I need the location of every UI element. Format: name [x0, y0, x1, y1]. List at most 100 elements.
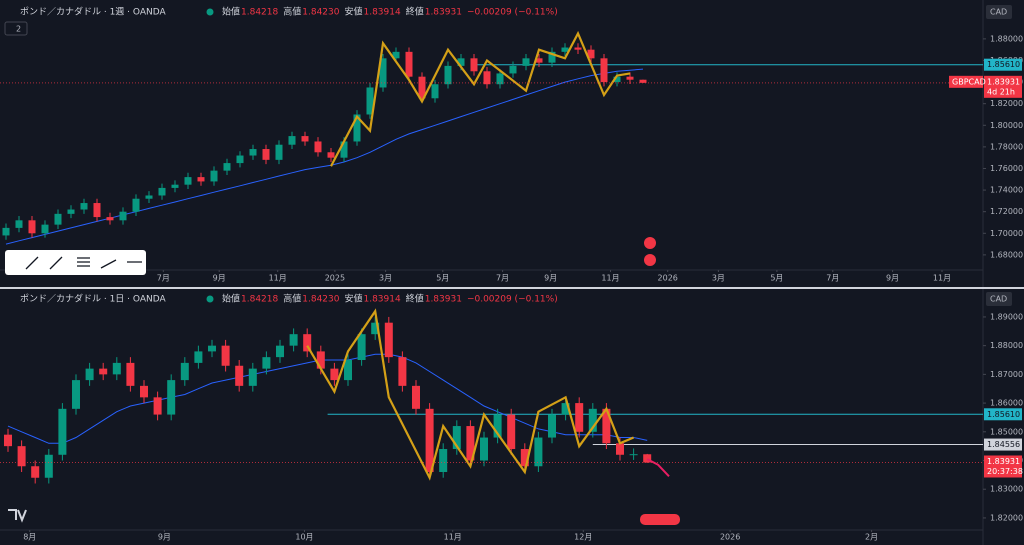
- x-tick-label: 5月: [770, 274, 783, 283]
- x-tick-label: 9月: [544, 274, 557, 283]
- candle-body: [398, 357, 407, 386]
- y-tick-label: 1.78000: [990, 142, 1023, 151]
- toolbar-icons[interactable]: [25, 256, 142, 270]
- y-tick-label: 1.74000: [990, 186, 1023, 195]
- candle-body: [316, 351, 325, 369]
- pane-title: ポンド／カナダドル · 1週 · OANDA: [20, 6, 166, 18]
- last-price-label: 1.83931: [987, 457, 1020, 466]
- candle-body: [520, 449, 529, 467]
- indicator-toggle[interactable]: [4, 21, 28, 36]
- ohlc-value: 1.84218: [241, 8, 278, 18]
- ohlc-label: 終値: [406, 293, 424, 305]
- candle-body: [452, 426, 461, 450]
- candle-body: [41, 224, 49, 234]
- candle-body: [85, 368, 94, 381]
- candle-body: [180, 362, 189, 381]
- ohlc-value: 1.84218: [241, 295, 278, 305]
- x-tick-label: 7月: [826, 274, 839, 283]
- symbol-box: [949, 75, 983, 88]
- price-label: 1.84556: [987, 440, 1020, 449]
- symbol: GBPCAD: [952, 77, 986, 86]
- candle-body: [379, 58, 387, 88]
- ohlc-label: 高値: [283, 293, 301, 305]
- candle-body: [112, 362, 121, 375]
- y-tick-label: 1.72000: [990, 207, 1023, 216]
- event-icon[interactable]: [644, 254, 656, 266]
- candle-body: [140, 385, 148, 398]
- currency-box: [986, 5, 1012, 19]
- event-icons-row[interactable]: [640, 514, 680, 525]
- candle-body: [194, 351, 203, 363]
- ohlc-label: 終値: [406, 6, 424, 18]
- candle-body: [643, 454, 652, 463]
- candle-body: [236, 155, 244, 164]
- candle-body: [405, 51, 413, 77]
- event-icons: [640, 237, 680, 525]
- y-tick-label: 1.88000: [990, 34, 1023, 43]
- currency-box: [986, 292, 1012, 306]
- candle-body: [4, 434, 12, 447]
- candle-body: [561, 403, 570, 415]
- candle-body: [509, 65, 517, 74]
- candle-body: [15, 220, 23, 228]
- candle-body: [171, 184, 179, 188]
- countdown: 20:37:38: [987, 467, 1023, 476]
- pane: ポンド／カナダドル · 1週 · OANDA 始値 1.84218 高値 1.84230…: [0, 5, 1023, 283]
- candle-body: [493, 414, 502, 438]
- candle-body: [330, 368, 339, 381]
- x-tick-label: 11月: [601, 274, 619, 283]
- candle-body: [223, 163, 231, 171]
- candle-body: [574, 47, 582, 50]
- candle-body: [235, 365, 244, 386]
- candle-body: [275, 144, 283, 160]
- candle-body: [262, 357, 271, 369]
- candle-body: [534, 437, 543, 467]
- candle-body: [93, 203, 101, 218]
- candle-body: [439, 449, 448, 472]
- candle-body: [480, 437, 488, 461]
- toolbar-bg: [5, 250, 146, 275]
- candle-body: [418, 76, 426, 99]
- event-icon[interactable]: [644, 237, 656, 249]
- candle-body: [248, 368, 257, 386]
- candle-body: [444, 65, 452, 85]
- price-label-box: [984, 438, 1022, 451]
- currency: CAD: [990, 8, 1007, 17]
- candle-body: [303, 334, 312, 352]
- x-tick-label: 9月: [158, 533, 171, 542]
- candle-body: [340, 141, 348, 158]
- candle-body: [384, 322, 393, 358]
- candle-body: [67, 209, 75, 214]
- candle-body: [210, 170, 218, 182]
- y-tick-label: 1.88000: [990, 341, 1023, 350]
- candle-body: [457, 58, 465, 66]
- candle-body: [72, 380, 80, 409]
- candle-body: [314, 141, 322, 153]
- moving-average: [7, 353, 648, 444]
- change: −0.00209 (−0.11%): [467, 8, 558, 18]
- ohlc-value: 1.83931: [425, 8, 462, 18]
- candle-body: [54, 213, 62, 225]
- candle-body: [126, 362, 135, 386]
- ohlc-value: 1.84230: [302, 295, 339, 305]
- y-tick-label: 1.80000: [990, 121, 1023, 130]
- x-tick-label: 8月: [23, 533, 36, 542]
- candle-body: [184, 177, 192, 185]
- x-tick-label: 10月: [295, 533, 313, 542]
- y-tick-label: 1.82000: [990, 99, 1023, 108]
- candle-body: [327, 152, 335, 158]
- candle-body: [249, 149, 257, 156]
- x-tick-label: 2025: [325, 274, 345, 283]
- x-tick-label: 3月: [379, 274, 392, 283]
- x-tick-label: 11月: [933, 274, 951, 283]
- candle-body: [145, 195, 153, 199]
- x-tick-label: 9月: [886, 274, 899, 283]
- ohlc-value: 1.83914: [363, 8, 400, 18]
- candle-body: [600, 58, 608, 83]
- zigzag-drawing: [330, 30, 631, 167]
- candle-body: [588, 408, 597, 432]
- x-tick-label: 5月: [436, 274, 449, 283]
- candle-body: [371, 322, 380, 335]
